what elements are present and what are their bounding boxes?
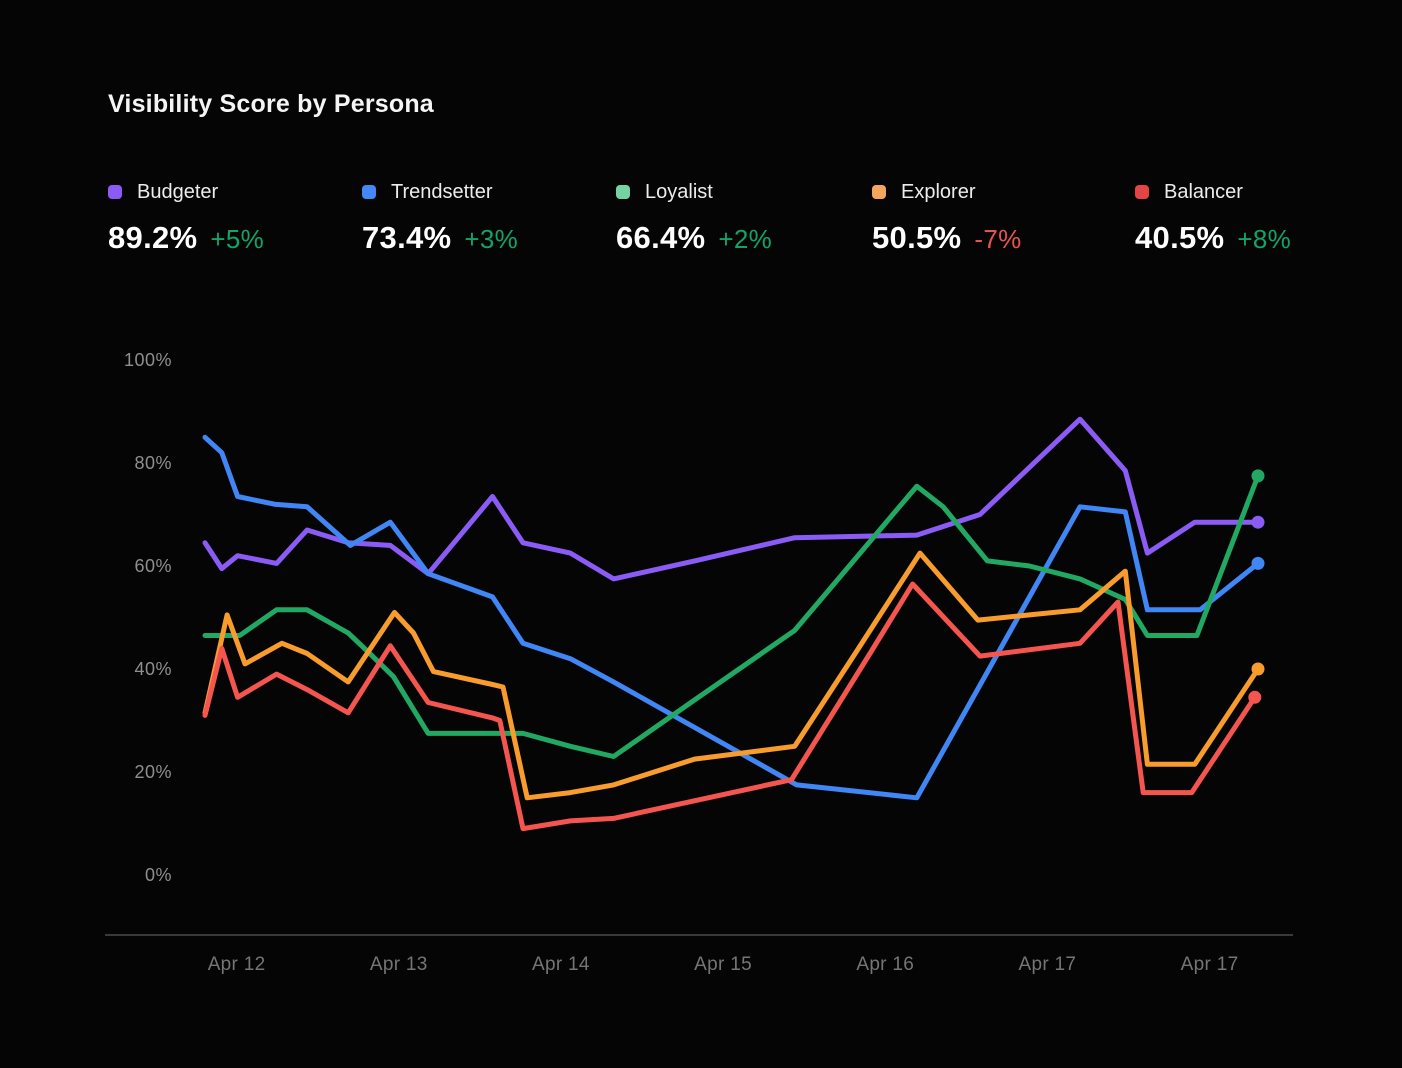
legend-values-budgeter: 89.2% +5% — [108, 220, 358, 256]
y-tick-80: 80% — [134, 453, 172, 473]
legend-score-explorer: 50.5% — [872, 220, 962, 255]
series-line-explorer — [202, 550, 1261, 801]
legend-delta-loyalist: +2% — [718, 224, 773, 254]
series-endpoint-budgeter — [1251, 515, 1265, 529]
legend-values-loyalist: 66.4% +2% — [616, 220, 866, 256]
legend-swatch-trendsetter — [362, 185, 376, 199]
series-endpoint-balancer — [1248, 690, 1262, 704]
x-tick-6: Apr 17 — [1180, 954, 1239, 975]
legend-swatch-loyalist — [616, 185, 630, 199]
legend-item-balancer[interactable]: Balancer 40.5% +8% — [1135, 180, 1385, 256]
y-tick-20: 20% — [134, 762, 172, 782]
series-line-loyalist — [202, 473, 1261, 759]
legend-swatch-budgeter — [108, 185, 122, 199]
legend-values-trendsetter: 73.4% +3% — [362, 220, 612, 256]
legend-item-budgeter[interactable]: Budgeter 89.2% +5% — [108, 180, 358, 256]
y-tick-100: 100% — [123, 350, 172, 370]
legend-values-explorer: 50.5% -7% — [872, 220, 1122, 256]
x-tick-5: Apr 17 — [1018, 954, 1077, 975]
legend-head-loyalist: Loyalist — [616, 180, 866, 204]
legend-head-budgeter: Budgeter — [108, 180, 358, 204]
x-tick-2: Apr 14 — [532, 954, 590, 975]
legend-swatch-explorer — [872, 185, 886, 199]
legend-item-trendsetter[interactable]: Trendsetter 73.4% +3% — [362, 180, 612, 256]
x-tick-0: Apr 12 — [207, 954, 266, 975]
y-tick-0: 0% — [144, 865, 172, 885]
legend-item-explorer[interactable]: Explorer 50.5% -7% — [872, 180, 1122, 256]
legend-score-trendsetter: 73.4% — [362, 220, 452, 255]
legend-swatch-balancer — [1135, 185, 1149, 199]
legend-delta-balancer: +8% — [1237, 224, 1292, 254]
legend-score-balancer: 40.5% — [1135, 220, 1225, 255]
series-endpoint-loyalist — [1251, 469, 1265, 483]
x-tick-4: Apr 16 — [856, 954, 915, 975]
y-tick-60: 60% — [134, 556, 172, 576]
legend-delta-explorer: -7% — [974, 224, 1022, 254]
x-tick-1: Apr 13 — [369, 954, 428, 975]
series-endpoint-explorer — [1251, 662, 1265, 676]
legend-label-explorer: Explorer — [901, 180, 976, 203]
y-tick-40: 40% — [134, 659, 172, 679]
legend-delta-budgeter: +5% — [210, 224, 265, 254]
legend-score-budgeter: 89.2% — [108, 220, 198, 255]
legend-head-balancer: Balancer — [1135, 180, 1385, 204]
legend-head-explorer: Explorer — [872, 180, 1122, 204]
legend-label-loyalist: Loyalist — [645, 180, 713, 203]
series-endpoint-trendsetter — [1251, 556, 1265, 570]
legend-label-balancer: Balancer — [1164, 180, 1243, 203]
x-axis-line — [105, 934, 1293, 936]
legend-label-trendsetter: Trendsetter — [391, 180, 493, 203]
series-line-budgeter — [202, 416, 1261, 582]
legend-item-loyalist[interactable]: Loyalist 66.4% +2% — [616, 180, 866, 256]
series-line-balancer — [202, 581, 1258, 832]
legend-delta-trendsetter: +3% — [464, 224, 519, 254]
legend-label-budgeter: Budgeter — [137, 180, 219, 203]
series-line-trendsetter — [202, 434, 1261, 801]
legend-head-trendsetter: Trendsetter — [362, 180, 612, 204]
x-tick-3: Apr 15 — [694, 954, 752, 975]
page-title: Visibility Score by Persona — [108, 90, 434, 118]
legend-score-loyalist: 66.4% — [616, 220, 706, 255]
legend-values-balancer: 40.5% +8% — [1135, 220, 1385, 256]
